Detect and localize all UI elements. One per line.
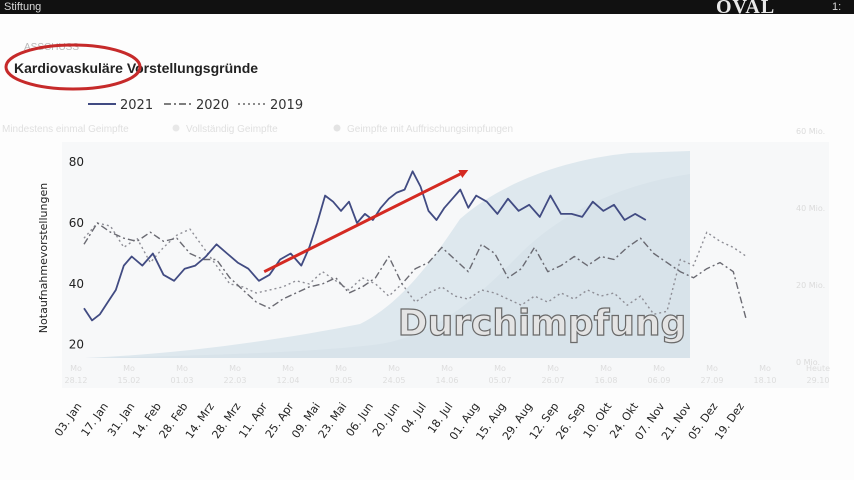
- bg-date-value: 05.07: [489, 376, 512, 385]
- bg-date-weekday: Mo: [70, 364, 82, 373]
- bg-date-value: 03.05: [330, 376, 353, 385]
- bg-date-value: 24.05: [383, 376, 406, 385]
- bg-legend-2: Vollständig Geimpfte: [186, 124, 278, 135]
- legend-2021-label: 2021: [120, 98, 153, 113]
- chart: Mindestens einmal Geimpfte Vollständig G…: [2, 42, 830, 443]
- series-group: [83, 170, 748, 322]
- title-highlight-circle: [4, 43, 142, 91]
- channel-caption: Stiftung: [4, 1, 42, 13]
- y-axis: Notaufnahmevorstellungen 20 40 60 80: [37, 155, 84, 352]
- legend: 2021 2020 2019: [88, 98, 303, 113]
- bg-date-weekday: Mo: [441, 364, 453, 373]
- chart-title: Kardiovaskuläre Vorstellungsgründe: [14, 60, 258, 76]
- bg-date-weekday: Mo: [282, 364, 294, 373]
- bg-legend-3: Geimpfte mit Auffrischungsimpfungen: [347, 124, 513, 135]
- x-tick-label: 20. Jun: [370, 400, 403, 439]
- video-top-bar: Stiftung OVAL 1:: [0, 0, 854, 18]
- y-tick-label: 80: [69, 155, 84, 169]
- bg-date-weekday: Mo: [123, 364, 135, 373]
- bg-legend-1: Mindestens einmal Geimpfte: [2, 124, 129, 135]
- bg-date-value: 14.06: [436, 376, 459, 385]
- bg-date-value: 01.03: [171, 376, 194, 385]
- bg-date-weekday: Mo: [229, 364, 241, 373]
- bg-date-value: 18.10: [754, 376, 777, 385]
- bg-date-value: 26.07: [542, 376, 565, 385]
- y-tick-label: 20: [69, 338, 84, 352]
- series-2020-line: [83, 222, 748, 321]
- background-vaccination-figure: Mindestens einmal Geimpfte Vollständig G…: [2, 124, 830, 388]
- bg-date-value: 28.12: [65, 376, 88, 385]
- bg-right-axis-label: 40 Mio.: [796, 204, 825, 213]
- bg-date-value: 12.04: [277, 376, 300, 385]
- bg-date-value: 29.10: [807, 376, 830, 385]
- bg-date-value: 15.02: [118, 376, 141, 385]
- time-caption: 1:: [832, 1, 842, 13]
- bg-date-weekday: Mo: [547, 364, 559, 373]
- trend-arrow: [263, 169, 469, 274]
- channel-logo: OVAL: [716, 0, 776, 18]
- bg-right-axis-label: 60 Mio.: [796, 127, 825, 136]
- bg-date-weekday: Mo: [600, 364, 612, 373]
- series-2019-line: [83, 222, 747, 315]
- bg-legend-dot-2: [172, 124, 180, 132]
- y-axis-label: Notaufnahmevorstellungen: [37, 183, 50, 333]
- bg-date-weekday: Mo: [176, 364, 188, 373]
- bg-date-value: 06.09: [648, 376, 671, 385]
- bg-date-value: 22.03: [224, 376, 247, 385]
- bg-date-value: 16.08: [595, 376, 618, 385]
- bg-legend-dot-3: [333, 124, 341, 132]
- bg-date-weekday: Mo: [388, 364, 400, 373]
- vaccination-area-inner: [85, 174, 690, 358]
- bg-date-weekday: Mo: [653, 364, 665, 373]
- y-tick-label: 60: [69, 216, 84, 230]
- overlay-durchimpfung: Durchimpfung: [398, 303, 687, 344]
- legend-2019-label: 2019: [270, 98, 303, 113]
- bg-right-axis-label: 20 Mio.: [796, 281, 825, 290]
- series-2021-line: [83, 170, 647, 322]
- slide: Mindestens einmal Geimpfte Vollständig G…: [0, 14, 854, 480]
- legend-2020-label: 2020: [196, 98, 229, 113]
- x-tick-label: 04. Jul: [399, 400, 429, 436]
- bg-date-weekday: Mo: [759, 364, 771, 373]
- bg-date-weekday: Mo: [494, 364, 506, 373]
- vaccination-area: [85, 151, 690, 358]
- bg-date-weekday: Mo: [335, 364, 347, 373]
- bg-date-weekday: Heute: [806, 364, 830, 373]
- y-tick-label: 40: [69, 277, 84, 291]
- bg-right-axis: 60 Mio. 40 Mio. 20 Mio. 0 Mio.: [796, 127, 825, 367]
- bg-right-axis-label: 0 Mio.: [796, 358, 820, 367]
- bg-date-value: 27.09: [701, 376, 724, 385]
- bg-date-weekday: Mo: [706, 364, 718, 373]
- bg-date-labels: Mo 28.12 Mo 15.02 Mo 01.03 Mo 22.03 Mo 12.04 Mo 03.…: [65, 364, 831, 385]
